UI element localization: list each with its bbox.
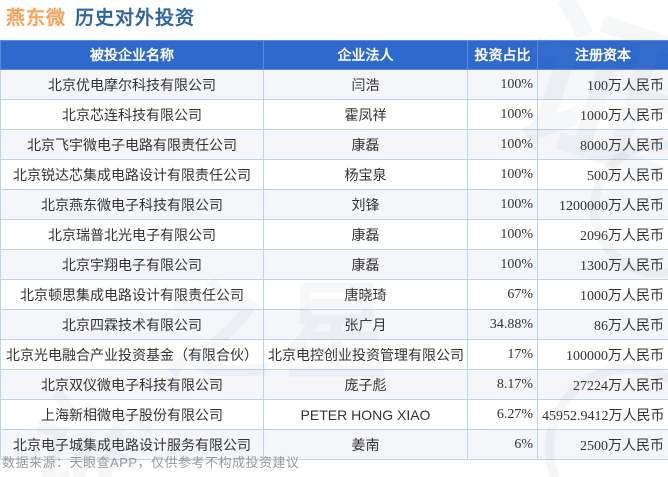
investment-table: 被投企业名称 企业法人 投资占比 注册资本 北京优电摩尔科技有限公司 闫浩 100%… [0,40,668,460]
capital-cell: 1200000万人民币 [537,189,668,220]
company-name-cell: 北京顿思集成电路设计有限责任公司 [0,279,264,310]
capital-cell: 2500万人民币 [537,429,668,460]
capital-cell: 2096万人民币 [537,219,668,250]
table-row: 北京双仪微电子科技有限公司 庞子彪 8.17% 27224万人民币 [0,369,668,400]
legal-person-cell: 姜南 [263,429,468,460]
capital-cell: 500万人民币 [537,159,668,190]
ratio-cell: 100% [467,69,538,100]
page-title: 燕东微 历史对外投资 [6,3,195,30]
company-name-cell: 北京优电摩尔科技有限公司 [0,69,264,100]
legal-person-cell: 唐晓琦 [263,279,468,310]
legal-person-cell: 康磊 [263,219,468,250]
table-row: 北京光电融合产业投资基金（有限合伙） 北京电控创业投资管理有限公司 17% 10000… [0,339,668,370]
capital-cell: 8000万人民币 [537,129,668,160]
table-row: 北京飞宇微电子电路有限责任公司 康磊 100% 8000万人民币 [0,129,668,160]
ratio-cell: 100% [467,249,538,280]
capital-cell: 1000万人民币 [537,99,668,130]
capital-cell: 100万人民币 [537,69,668,100]
legal-person-cell: 刘锋 [263,189,468,220]
col-header-legal-person: 企业法人 [263,40,468,70]
legal-person-cell: 康磊 [263,129,468,160]
capital-cell: 1300万人民币 [537,249,668,280]
capital-cell: 1000万人民币 [537,279,668,310]
ratio-cell: 100% [467,99,538,130]
company-name-cell: 北京双仪微电子科技有限公司 [0,369,264,400]
ratio-cell: 17% [467,339,538,370]
legal-person-cell: 北京电控创业投资管理有限公司 [263,339,468,370]
ratio-cell: 6% [467,429,538,460]
ratio-cell: 100% [467,129,538,160]
ratio-cell: 34.88% [467,309,538,340]
col-header-capital: 注册资本 [537,40,668,70]
table-row: 上海新相微电子股份有限公司 PETER HONG XIAO 6.27% 45952.9… [0,399,668,430]
col-header-company: 被投企业名称 [0,40,264,70]
capital-cell: 27224万人民币 [537,369,668,400]
table-row: 北京电子城集成电路设计服务有限公司 姜南 6% 2500万人民币 [0,429,668,460]
ratio-cell: 100% [467,159,538,190]
company-name-cell: 北京芯连科技有限公司 [0,99,264,130]
table-row: 北京锐达芯集成电路设计有限责任公司 杨宝泉 100% 500万人民币 [0,159,668,190]
company-name-highlight: 燕东微 [6,8,67,29]
col-header-ratio: 投资占比 [467,40,538,70]
company-name-cell: 北京燕东微电子科技有限公司 [0,189,264,220]
ratio-cell: 6.27% [467,399,538,430]
legal-person-cell: PETER HONG XIAO [263,399,468,430]
company-name-cell: 北京飞宇微电子电路有限责任公司 [0,129,264,160]
ratio-cell: 8.17% [467,369,538,400]
ratio-cell: 100% [467,219,538,250]
ratio-cell: 100% [467,189,538,220]
table-row: 北京瑞普北光电子有限公司 康磊 100% 2096万人民币 [0,219,668,250]
legal-person-cell: 张广月 [263,309,468,340]
legal-person-cell: 闫浩 [263,69,468,100]
table-row: 北京燕东微电子科技有限公司 刘锋 100% 1200000万人民币 [0,189,668,220]
table-row: 北京芯连科技有限公司 霍凤祥 100% 1000万人民币 [0,99,668,130]
company-name-cell: 北京电子城集成电路设计服务有限公司 [0,429,264,460]
table-header-row: 被投企业名称 企业法人 投资占比 注册资本 [0,40,668,70]
company-name-cell: 北京四霖技术有限公司 [0,309,264,340]
company-name-cell: 北京光电融合产业投资基金（有限合伙） [0,339,264,370]
capital-cell: 86万人民币 [537,309,668,340]
company-name-cell: 北京宇翔电子有限公司 [0,249,264,280]
company-name-cell: 北京瑞普北光电子有限公司 [0,219,264,250]
company-name-cell: 北京锐达芯集成电路设计有限责任公司 [0,159,264,190]
title-text: 历史对外投资 [75,8,196,29]
table-row: 北京四霖技术有限公司 张广月 34.88% 86万人民币 [0,309,668,340]
ratio-cell: 67% [467,279,538,310]
legal-person-cell: 康磊 [263,249,468,280]
table-row: 北京顿思集成电路设计有限责任公司 唐晓琦 67% 1000万人民币 [0,279,668,310]
legal-person-cell: 庞子彪 [263,369,468,400]
capital-cell: 45952.9412万人民币 [537,399,668,430]
table-row: 北京优电摩尔科技有限公司 闫浩 100% 100万人民币 [0,69,668,100]
company-name-cell: 上海新相微电子股份有限公司 [0,399,264,430]
legal-person-cell: 杨宝泉 [263,159,468,190]
legal-person-cell: 霍凤祥 [263,99,468,130]
table-row: 北京宇翔电子有限公司 康磊 100% 1300万人民币 [0,249,668,280]
source-note: 数据来源：天眼查APP，仅供参考不构成投资建议 [2,455,300,470]
table-body: 北京优电摩尔科技有限公司 闫浩 100% 100万人民币 北京芯连科技有限公司 霍凤祥 10… [0,69,668,460]
capital-cell: 100000万人民币 [537,339,668,370]
